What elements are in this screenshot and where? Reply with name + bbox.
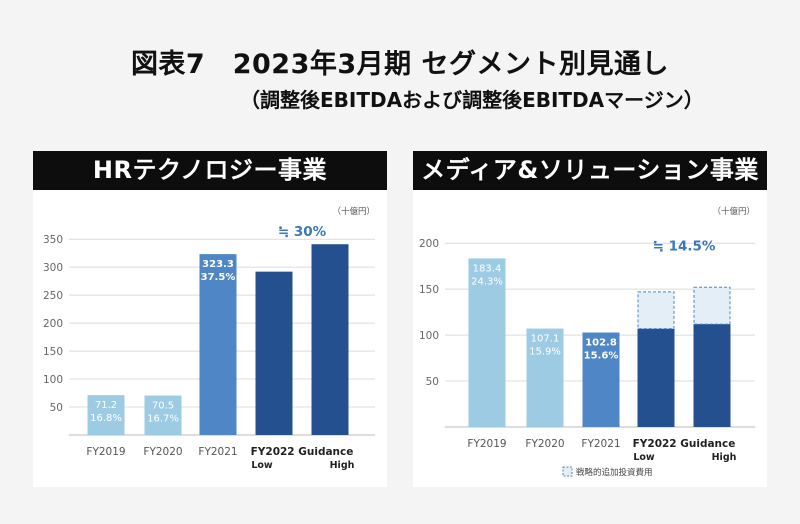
margin-label: 15.6% — [584, 351, 619, 362]
bar — [87, 395, 125, 435]
value-label: 102.8 — [585, 338, 617, 349]
guidance-label: FY2022 Guidance — [633, 438, 736, 450]
bar — [693, 324, 731, 427]
margin-label: 15.9% — [529, 347, 561, 358]
hr-technology-panel: HRテクノロジー事業 （十億円） 50 100 150 200 250 300 350 71.2… — [33, 151, 387, 487]
y-tick-label: 350 — [43, 234, 63, 246]
y-tick-label: 200 — [43, 318, 63, 330]
y-tick-label: 250 — [43, 290, 63, 302]
bar — [468, 258, 506, 427]
y-tick-label: 300 — [43, 262, 63, 274]
x-tick-label: FY2021 — [581, 438, 620, 450]
guidance-label: FY2022 Guidance — [251, 446, 354, 458]
bar — [526, 328, 564, 427]
page-title: 図表7 2023年3月期 セグメント別見通し — [130, 49, 670, 80]
x-tick-label: FY2020 — [525, 438, 564, 450]
growth-annotation: ≒ 14.5% — [653, 238, 716, 254]
growth-annotation: ≒ 30% — [278, 224, 327, 240]
value-label: 107.1 — [531, 334, 560, 345]
x-tick-label: FY2019 — [467, 438, 506, 450]
value-label: 183.4 — [473, 263, 502, 274]
y-tick-label: 150 — [43, 346, 63, 358]
bar — [311, 244, 349, 435]
low-label: Low — [633, 452, 655, 463]
page-subtitle: （調整後EBITDAおよび調整後EBITDAマージン） — [240, 88, 704, 112]
media-solutions-chart: （十億円） 50 100 150 200 183.4 24.3% 107.1 15.9% 102.… — [419, 206, 755, 478]
value-label: 70.5 — [152, 401, 174, 412]
hr-technology-header: HRテクノロジー事業 — [33, 151, 387, 190]
y-tick-label: 50 — [50, 402, 63, 414]
unit-label: （十億円） — [712, 206, 755, 217]
y-tick-label: 100 — [419, 330, 439, 342]
value-label: 323.3 — [202, 259, 234, 270]
high-label: High — [712, 452, 737, 463]
strategic-investment-bar — [637, 291, 675, 330]
unit-label: （十億円） — [332, 206, 375, 217]
low-label: Low — [251, 460, 273, 471]
margin-label: 24.3% — [471, 276, 503, 287]
margin-label: 16.8% — [90, 413, 122, 424]
value-label: 71.2 — [95, 400, 117, 411]
y-tick-label: 100 — [43, 374, 63, 386]
y-tick-label: 200 — [419, 238, 439, 250]
legend-swatch — [562, 466, 573, 477]
high-label: High — [330, 460, 355, 471]
hr-technology-chart: （十億円） 50 100 150 200 250 300 350 71.2 16.8% 70.5 16… — [43, 206, 375, 471]
bar — [199, 254, 237, 435]
x-tick-label: FY2019 — [86, 446, 125, 458]
x-tick-label: FY2020 — [143, 446, 182, 458]
strategic-investment-bar — [693, 286, 731, 325]
media-solutions-panel: メディア&ソリューション事業 （十億円） 50 100 150 200 183.4 24.3… — [413, 151, 767, 487]
bar — [144, 395, 182, 435]
bar — [637, 328, 675, 427]
bar — [582, 332, 620, 427]
y-tick-label: 50 — [426, 376, 439, 388]
margin-label: 16.7% — [147, 414, 179, 425]
y-tick-label: 150 — [419, 284, 439, 296]
media-solutions-header: メディア&ソリューション事業 — [413, 151, 767, 190]
legend-label: 戦略的追加投資費用 — [576, 467, 653, 478]
bar — [255, 271, 293, 435]
x-tick-label: FY2021 — [198, 446, 237, 458]
margin-label: 37.5% — [201, 272, 236, 283]
